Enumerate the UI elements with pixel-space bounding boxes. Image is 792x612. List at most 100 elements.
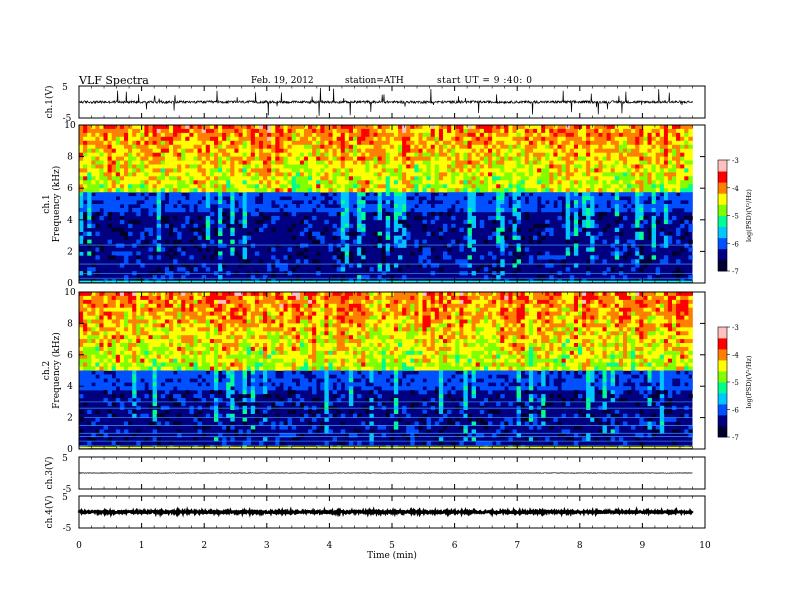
ch1-spectrogram-cell <box>402 168 407 173</box>
ch2-spectrogram-cell <box>115 358 121 363</box>
ch2-spectrogram-cell <box>169 370 174 375</box>
ch1-spectrogram-cell <box>618 215 624 221</box>
ch1-spectrogram-cell <box>185 215 190 221</box>
ch1-spectrogram-cell <box>201 231 207 236</box>
ch2-spectrogram-cell <box>124 370 129 375</box>
ch1-spectrogram-cell <box>680 136 685 142</box>
ch1-spectrogram-cell <box>332 196 337 201</box>
ch1-spectrogram-cell <box>242 156 247 161</box>
ch2-spectrogram-cell <box>83 374 88 379</box>
ch1-spectrogram-cell <box>573 263 579 268</box>
ch2-spectrogram-cell <box>95 315 100 320</box>
ch1-spectrogram-cell <box>676 152 681 157</box>
ch1-spectrogram-cell <box>230 231 235 236</box>
ch1-spectrogram-cell <box>590 259 595 264</box>
ch1-spectrogram-cell <box>205 140 211 146</box>
ch1-spectrogram-colorbar-label: log(PSD)(V²/Hz) <box>745 189 753 242</box>
ch1-spectrogram-cell <box>246 140 252 146</box>
ch1-spectrogram-cell <box>524 160 530 165</box>
ch1-spectrogram-cell <box>467 188 472 193</box>
ch1-spectrogram-cell <box>271 156 276 161</box>
ch1-spectrogram-cell <box>328 192 333 197</box>
ch1-spectrogram-cell <box>500 160 505 165</box>
ch2-spectrogram-cell <box>177 339 182 344</box>
ch1-spectrogram-cell <box>475 168 481 173</box>
ch1-spectrogram-cell <box>246 243 252 248</box>
ch1-spectrogram-cell <box>545 172 550 177</box>
ch1-spectrogram-cell <box>639 176 644 181</box>
ch1-spectrogram-cell <box>214 136 219 142</box>
ch1-spectrogram-cell <box>385 207 391 213</box>
ch2-spectrogram-cell <box>132 343 137 348</box>
ch2-spectrogram-cell <box>132 378 137 383</box>
ch1-spectrogram-cell <box>209 148 215 153</box>
ch1-spectrogram-cell <box>561 184 566 189</box>
ch1-spectrogram-cell <box>263 188 268 193</box>
ch2-spectrogram-cell <box>119 374 125 379</box>
ch1-spectrogram-cell <box>148 207 153 213</box>
ch1-spectrogram-cell <box>246 200 252 205</box>
ch2-spectrogram-cell <box>140 292 145 297</box>
ch2-spectrogram-cell <box>99 366 104 371</box>
ch1-spectrogram-cell <box>565 168 571 173</box>
ch2-spectrogram-cell <box>83 343 88 348</box>
ch1-spectrogram-cell <box>398 211 403 217</box>
ch1-spectrogram-cell <box>434 263 440 268</box>
ch1-spectrogram-cell <box>385 219 391 225</box>
ch1-spectrogram-cell <box>443 160 448 165</box>
ch1-spectrogram-cell <box>254 128 260 134</box>
ch1-spectrogram-cell <box>328 188 333 193</box>
ch1-spectrogram-cell <box>267 172 272 177</box>
ch2-spectrogram-cell <box>169 327 174 332</box>
ch1-spectrogram-cell <box>443 204 448 209</box>
ch1-spectrogram-cell <box>308 231 313 236</box>
ch1-spectrogram-cell <box>259 211 264 217</box>
ch1-spectrogram-cell <box>193 156 198 161</box>
ch1-spectrogram-cell <box>663 125 669 130</box>
ch1-spectrogram-cell <box>508 172 513 177</box>
ch2-spectrogram-cell <box>91 295 96 301</box>
ch1-spectrogram-cell <box>348 188 354 193</box>
ch1-spectrogram-cell <box>312 136 317 142</box>
ch1-spectrogram-cell <box>103 148 108 153</box>
ch1-spectrogram-cell <box>107 132 112 138</box>
ch2-spectrogram-cell <box>156 346 162 352</box>
ch1-spectrogram-cell <box>516 211 521 217</box>
ch2-spectrogram-cell <box>144 374 149 379</box>
ch1-spectrogram-cell <box>238 152 243 157</box>
ch1-spectrogram-cell <box>348 196 354 201</box>
ch2-spectrogram-cell <box>181 339 186 344</box>
ch1-spectrogram-cell <box>291 148 297 153</box>
ch1-spectrogram-cell <box>111 251 117 256</box>
ch1-spectrogram-cell <box>676 188 681 193</box>
ch1-spectrogram-cell <box>573 188 579 193</box>
ch1-spectrogram-cell <box>303 168 309 173</box>
ch1-spectrogram-cell <box>500 263 505 268</box>
ch2-spectrogram-cell <box>164 315 170 320</box>
ch1-spectrogram-cell <box>443 255 448 260</box>
ch1-spectrogram-cell <box>565 180 571 185</box>
ch1-spectrogram-cell <box>667 239 673 244</box>
ch1-spectrogram-cell <box>160 136 166 142</box>
ch1-spectrogram-cell <box>590 207 595 213</box>
ch1-spectrogram-cell <box>606 188 611 193</box>
ch1-spectrogram-cell <box>414 164 419 169</box>
ch1-spectrogram-cell <box>99 156 104 161</box>
ch2-spectrogram-cell <box>119 378 125 383</box>
ch1-spectrogram-cell <box>414 180 419 185</box>
ch1-spectrogram-cell <box>573 192 579 197</box>
ch1-spectrogram-cell <box>504 196 509 201</box>
ch1-spectrogram-cell <box>87 125 92 130</box>
ch1-spectrogram-cell <box>426 148 431 153</box>
ch1-spectrogram-cell <box>263 196 268 201</box>
ch1-spectrogram-cell <box>500 243 505 248</box>
ch2-spectrogram-cell <box>119 295 125 301</box>
ch1-spectrogram-cell <box>185 152 190 157</box>
ch1-spectrogram-cell <box>598 144 603 150</box>
ch1-spectrogram-cell <box>643 176 648 181</box>
ch1-spectrogram-cell <box>115 144 121 150</box>
ch1-spectrogram-cell <box>533 140 538 146</box>
ch1-spectrogram-cell <box>132 219 137 225</box>
ch1-spectrogram-cell <box>504 156 509 161</box>
ch1-spectrogram-cell <box>623 184 628 189</box>
